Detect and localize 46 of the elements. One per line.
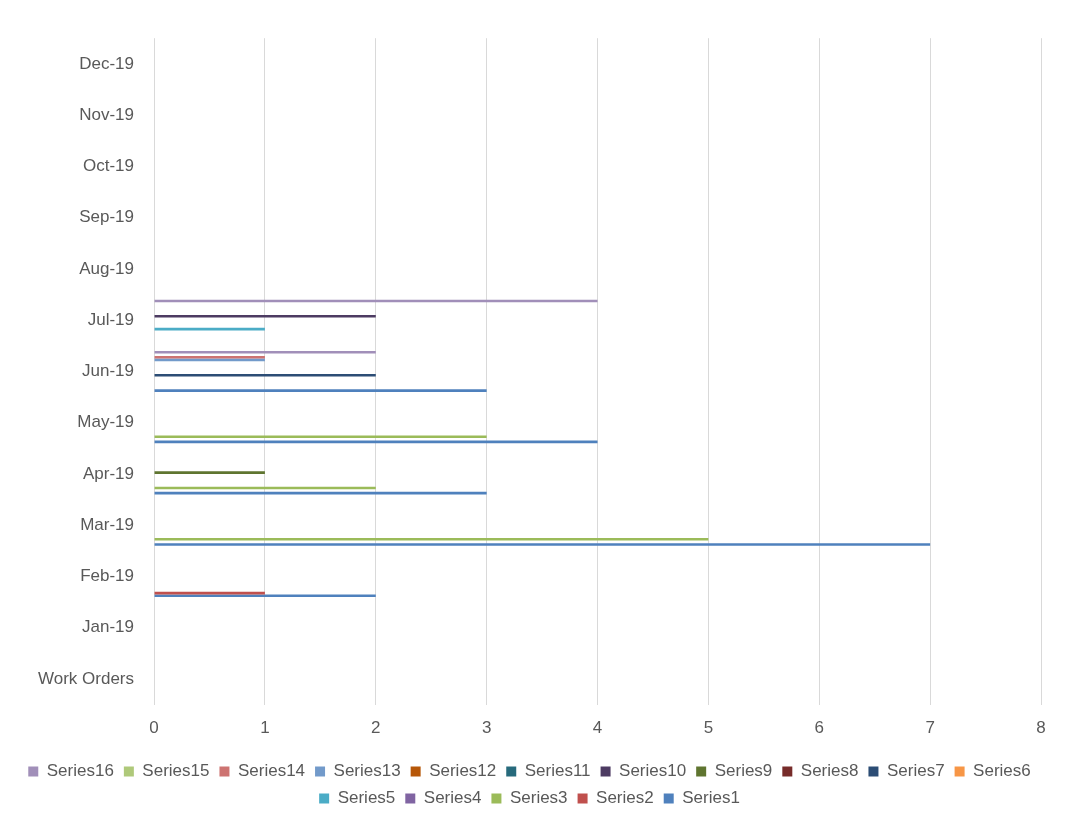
legend-label: Series13	[333, 761, 401, 781]
x-tick-label: 4	[592, 718, 603, 738]
legend-label: Series10	[619, 761, 687, 781]
legend-label: Series5	[337, 788, 396, 808]
bar	[154, 538, 709, 541]
y-tick-label: Mar-19	[80, 514, 135, 534]
y-tick-label: Nov-19	[79, 104, 135, 124]
y-tick-label: Jun-19	[82, 361, 135, 381]
y-tick-label: Aug-19	[79, 258, 135, 278]
y-tick-label: Jul-19	[87, 309, 135, 329]
x-tick-label: 5	[703, 718, 714, 738]
bar	[154, 315, 376, 318]
y-tick-label: Dec-19	[79, 53, 135, 73]
x-tick-label: 3	[481, 718, 492, 738]
legend-label: Series4	[423, 788, 482, 808]
legend-label: Series3	[509, 788, 568, 808]
legend-label: Series1	[682, 788, 740, 808]
bar	[154, 389, 487, 392]
legend-label: Series8	[800, 761, 859, 781]
bar	[154, 471, 265, 474]
x-tick-label: 8	[1036, 718, 1046, 738]
legend-label: Series6	[973, 761, 1031, 781]
y-tick-label: Oct-19	[83, 156, 135, 176]
y-tick-label: Jan-19	[82, 617, 135, 637]
y-tick-label: Sep-19	[79, 207, 135, 227]
x-tick-label: 6	[814, 718, 824, 738]
bar	[154, 543, 931, 546]
x-tick-label: 0	[149, 718, 159, 738]
legend-label: Series16	[46, 761, 114, 781]
y-tick-label: Apr-19	[83, 463, 135, 483]
x-tick-label: 7	[925, 718, 935, 738]
legend-label: Series9	[714, 761, 773, 781]
legend-label: Series15	[142, 761, 210, 781]
y-tick-label: Feb-19	[80, 566, 135, 586]
legend-label: Series2	[596, 788, 654, 808]
legend-label: Series11	[524, 761, 591, 781]
bar	[154, 373, 376, 377]
legend-label: Series14	[237, 761, 306, 781]
legend-label: Series12	[429, 761, 497, 781]
bar	[154, 594, 376, 597]
x-tick-label: 1	[260, 718, 270, 738]
legend-label: Series7	[886, 761, 945, 781]
x-tick-label: 2	[371, 718, 381, 738]
bar	[154, 435, 487, 439]
y-tick-label: Work Orders	[37, 668, 135, 688]
y-tick-label: May-19	[77, 412, 135, 432]
